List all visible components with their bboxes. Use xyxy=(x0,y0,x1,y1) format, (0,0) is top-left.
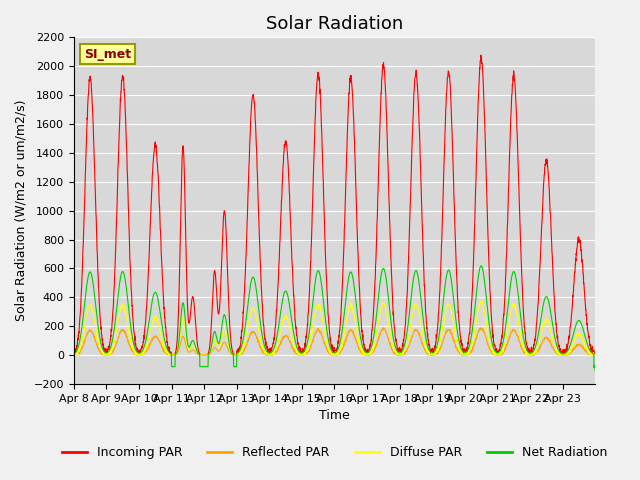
X-axis label: Time: Time xyxy=(319,409,350,422)
Reflected PAR xyxy=(122,331,130,337)
Net Radiation xyxy=(234,349,242,355)
Reflected PAR xyxy=(477,325,484,331)
Legend: Incoming PAR, Reflected PAR, Diffuse PAR, Net Radiation: Incoming PAR, Reflected PAR, Diffuse PAR… xyxy=(57,442,612,465)
Line: Incoming PAR: Incoming PAR xyxy=(74,55,595,355)
Line: Net Radiation: Net Radiation xyxy=(74,266,595,371)
Line: Diffuse PAR: Diffuse PAR xyxy=(74,300,595,355)
Net Radiation xyxy=(492,348,499,354)
Net Radiation xyxy=(584,343,592,349)
Diffuse PAR xyxy=(492,350,499,356)
Net Radiation xyxy=(521,341,529,347)
Reflected PAR xyxy=(521,350,529,356)
Reflected PAR xyxy=(492,351,499,357)
Diffuse PAR xyxy=(234,351,242,357)
Incoming PAR xyxy=(365,345,373,351)
Incoming PAR xyxy=(234,350,242,356)
Incoming PAR xyxy=(584,328,592,334)
Incoming PAR xyxy=(70,352,77,358)
Net Radiation xyxy=(477,263,485,269)
Reflected PAR xyxy=(584,351,592,357)
Diffuse PAR xyxy=(584,348,592,353)
Diffuse PAR xyxy=(365,350,373,356)
Incoming PAR xyxy=(591,352,599,358)
Incoming PAR xyxy=(492,347,499,353)
Incoming PAR xyxy=(521,326,529,332)
Reflected PAR xyxy=(234,352,242,358)
Diffuse PAR xyxy=(521,347,529,353)
Reflected PAR xyxy=(591,351,599,357)
Net Radiation xyxy=(122,281,130,287)
Incoming PAR xyxy=(477,52,484,58)
Diffuse PAR xyxy=(591,352,599,358)
Net Radiation xyxy=(70,351,77,357)
Reflected PAR xyxy=(365,350,373,356)
Y-axis label: Solar Radiation (W/m2 or um/m2/s): Solar Radiation (W/m2 or um/m2/s) xyxy=(15,100,28,322)
Net Radiation xyxy=(365,348,373,354)
Diffuse PAR xyxy=(477,298,485,303)
Incoming PAR xyxy=(122,126,130,132)
Text: SI_met: SI_met xyxy=(84,48,131,61)
Line: Reflected PAR: Reflected PAR xyxy=(74,328,595,355)
Diffuse PAR xyxy=(70,352,77,358)
Reflected PAR xyxy=(70,352,77,358)
Diffuse PAR xyxy=(122,311,130,316)
Title: Solar Radiation: Solar Radiation xyxy=(266,15,403,33)
Net Radiation xyxy=(591,368,599,374)
